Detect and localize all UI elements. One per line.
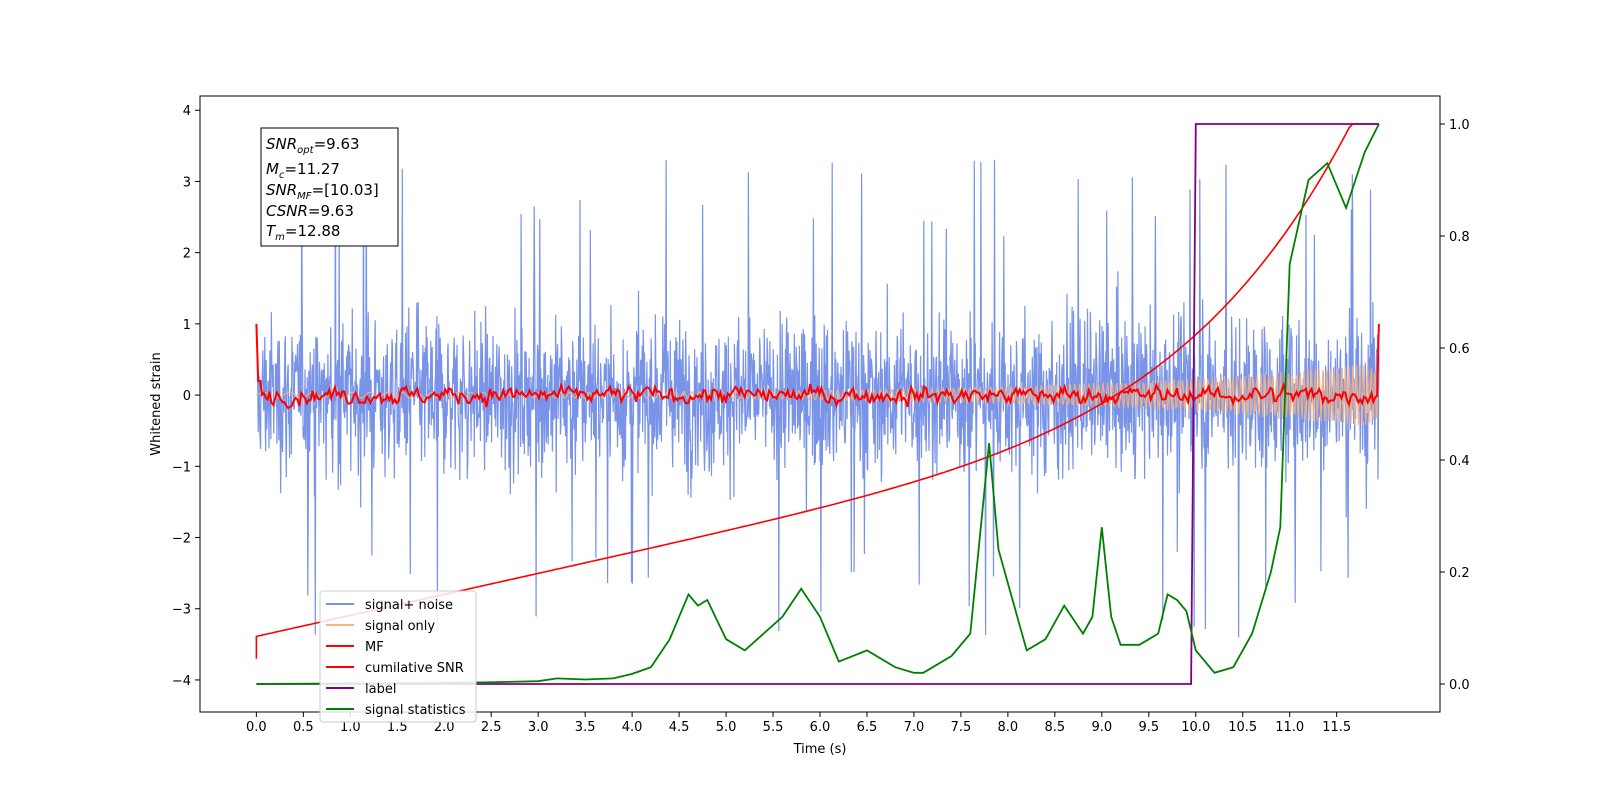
x-tick-label: 6.5 — [857, 720, 878, 735]
x-tick-label: 9.5 — [1138, 720, 1159, 735]
y-tick-label: −3 — [172, 603, 191, 618]
x-tick-label: 3.0 — [528, 720, 549, 735]
y2-tick-label: 0.2 — [1449, 566, 1470, 581]
x-tick-label: 7.5 — [951, 720, 972, 735]
x-tick-label: 10.0 — [1181, 720, 1210, 735]
y-tick-label: 0 — [183, 389, 191, 404]
info-tm: Tm=12.88 — [266, 222, 340, 243]
x-tick-label: 2.5 — [481, 720, 502, 735]
y2-tick-label: 0.0 — [1449, 678, 1470, 693]
legend-label: MF — [365, 640, 384, 655]
x-tick-label: 10.5 — [1228, 720, 1257, 735]
x-tick-label: 1.5 — [387, 720, 408, 735]
x-tick-label: 8.5 — [1045, 720, 1066, 735]
info-box-frame — [260, 127, 399, 247]
x-tick-label: 5.5 — [763, 720, 784, 735]
y-tick-label: 1 — [183, 318, 191, 333]
y2-axis-ticks: 1.0 0.8 0.6 0.4 0.2 0.0 — [1440, 118, 1470, 693]
info-csnr: CSNR=9.63 — [266, 202, 354, 220]
legend-label: label — [365, 682, 396, 697]
legend: signal+ noise signal only MF cumilative SNR… — [319, 590, 477, 723]
legend-frame — [319, 590, 477, 723]
x-tick-label: 4.5 — [669, 720, 690, 735]
signal-statistics-line — [256, 123, 1380, 685]
info-snr-mf: SNRMF=[10.03] — [266, 181, 379, 202]
x-tick-label: 0.5 — [293, 720, 314, 735]
x-axis-label: Time (s) — [793, 742, 847, 757]
info-mc: Mc=11.27 — [266, 160, 340, 181]
signal-plus-noise-line — [255, 148, 1380, 638]
x-tick-label: 9.0 — [1091, 720, 1112, 735]
signal-plus-noise-series — [255, 148, 1380, 638]
y-tick-label: −2 — [172, 532, 191, 547]
legend-label: signal statistics — [365, 703, 466, 718]
x-tick-label: 7.0 — [904, 720, 925, 735]
y2-tick-label: 0.6 — [1449, 342, 1470, 357]
label-line — [256, 123, 1379, 685]
x-axis-ticks: 0.0 0.5 1.0 1.5 2.0 2.5 3.0 3.5 4.0 4.5 5.0 5.5 6.0 6… — [246, 712, 1351, 735]
y-axis-label: Whitened strain — [149, 352, 164, 455]
x-tick-label: 2.0 — [434, 720, 455, 735]
y-tick-label: 3 — [183, 175, 191, 190]
y-tick-label: 4 — [183, 104, 191, 119]
x-tick-label: 6.0 — [810, 720, 831, 735]
x-tick-label: 5.0 — [716, 720, 737, 735]
legend-label: signal only — [365, 619, 435, 634]
y-tick-label: −1 — [172, 460, 191, 475]
y-tick-label: −4 — [172, 674, 191, 689]
info-snr-opt: SNRopt=9.63 — [266, 135, 360, 156]
y2-tick-label: 0.8 — [1449, 230, 1470, 245]
x-tick-label: 3.5 — [575, 720, 596, 735]
x-tick-label: 11.5 — [1322, 720, 1351, 735]
x-tick-label: 0.0 — [246, 720, 267, 735]
x-tick-label: 4.0 — [622, 720, 643, 735]
mf-line — [255, 323, 1380, 410]
mf-series — [255, 323, 1380, 410]
legend-label: signal+ noise — [365, 598, 453, 613]
x-tick-label: 11.0 — [1275, 720, 1304, 735]
x-tick-label: 8.0 — [998, 720, 1019, 735]
info-box: SNRopt=9.63 Mc=11.27 SNRMF=[10.03] CSNR=… — [260, 127, 399, 247]
x-tick-label: 1.0 — [340, 720, 361, 735]
y2-tick-label: 1.0 — [1449, 118, 1470, 133]
legend-label: cumilative SNR — [365, 661, 464, 676]
y2-tick-label: 0.4 — [1449, 454, 1470, 469]
y-axis-ticks: 4 3 2 1 0 −1 −2 −3 −4 — [172, 104, 200, 689]
y-tick-label: 2 — [183, 247, 191, 262]
